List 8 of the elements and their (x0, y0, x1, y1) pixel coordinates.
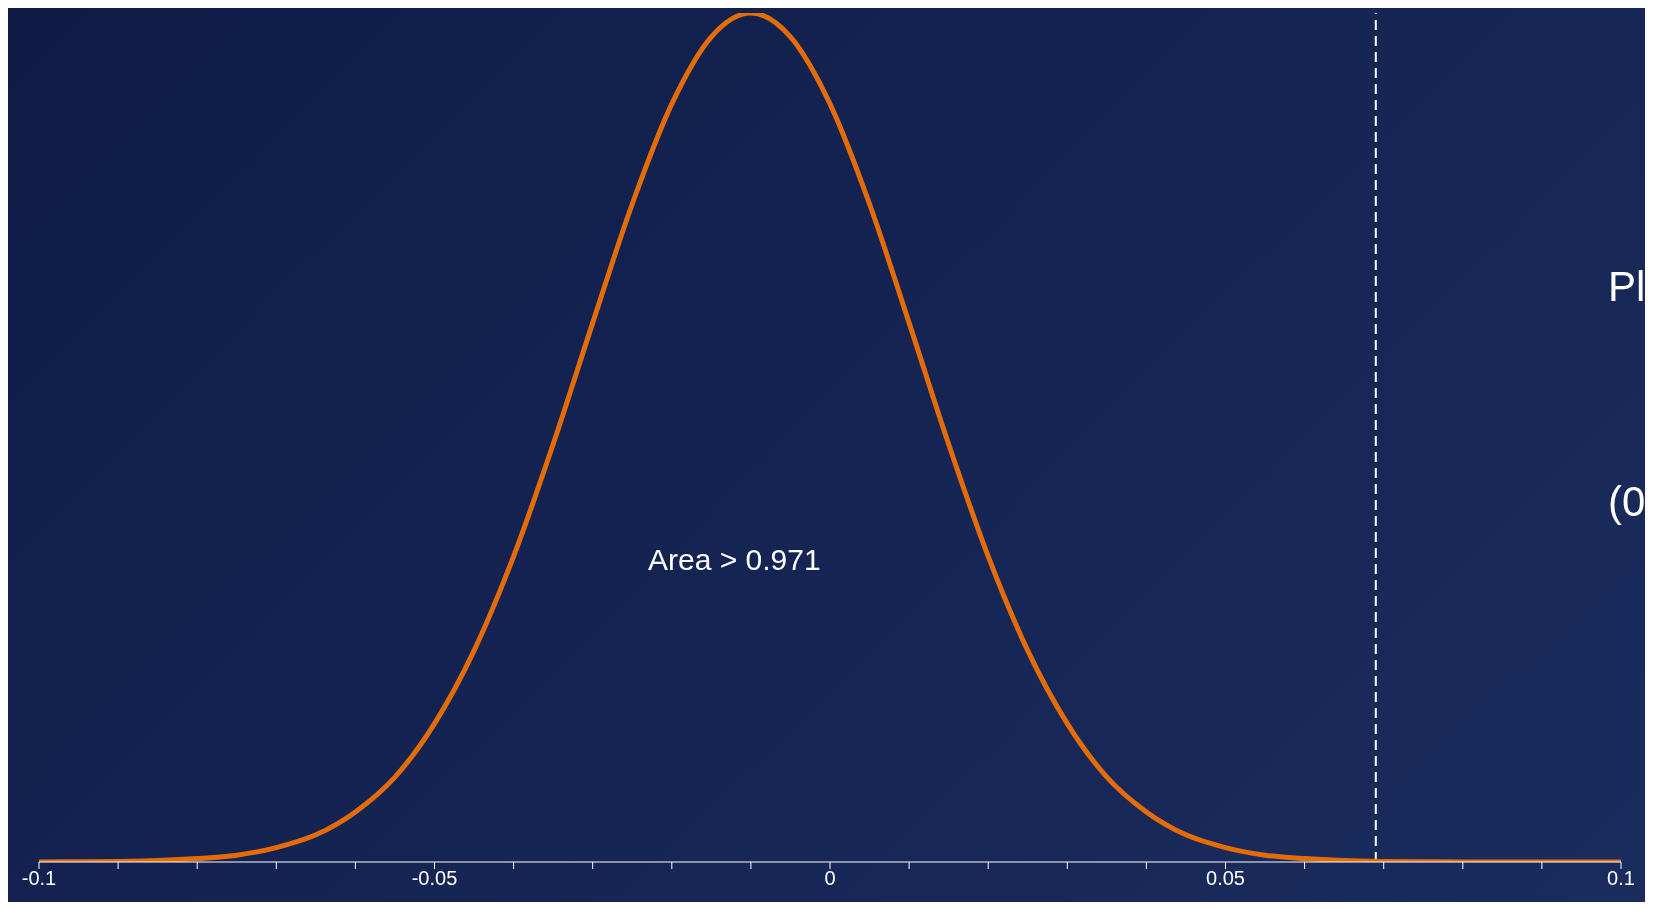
x-tick-label: 0.05 (1206, 867, 1245, 890)
annotation: (0 (1608, 478, 1646, 526)
annotation: Pl (1608, 263, 1646, 311)
annotation: Area > 0.971 (648, 543, 821, 577)
x-tick-label: 0 (824, 867, 836, 890)
x-tick-label: -0.1 (21, 867, 57, 890)
x-tick-label: -0.05 (411, 867, 458, 890)
x-tick-label: 0.1 (1607, 867, 1635, 890)
